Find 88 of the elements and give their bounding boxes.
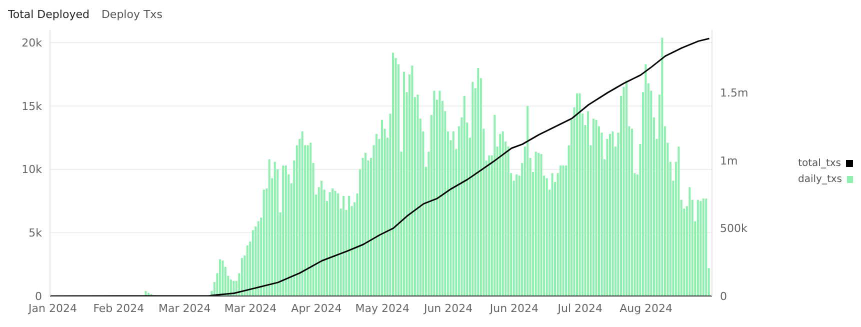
- bar: [551, 173, 554, 296]
- x-tick-label: Jun 2024: [488, 302, 539, 315]
- bar: [282, 166, 284, 296]
- bar: [477, 68, 480, 296]
- bar: [516, 174, 518, 296]
- bar: [257, 221, 260, 296]
- bar: [320, 180, 323, 296]
- bar: [364, 152, 367, 296]
- bar: [661, 38, 664, 296]
- bar: [222, 260, 224, 296]
- bar: [438, 90, 441, 296]
- bar: [472, 82, 474, 296]
- bar: [348, 196, 350, 296]
- bar: [301, 131, 304, 296]
- bar: [560, 166, 562, 296]
- bar: [540, 154, 542, 296]
- bar: [392, 52, 394, 296]
- bar: [595, 120, 598, 296]
- x-tick-label: Jun 2024: [422, 302, 473, 315]
- y-tick-label: 10k: [22, 163, 43, 176]
- bar: [700, 201, 702, 296]
- bar: [578, 93, 581, 296]
- bar: [411, 65, 414, 296]
- x-tick-label: Aug 2024: [620, 302, 673, 315]
- line-series: [50, 38, 710, 296]
- x-tick-label: Apr 2024: [291, 302, 342, 315]
- bar: [696, 200, 699, 296]
- bar: [452, 131, 454, 296]
- bar: [306, 145, 309, 296]
- bar: [342, 196, 345, 296]
- legend-label: total_txs: [798, 158, 841, 168]
- bar: [252, 230, 254, 296]
- bar: [612, 131, 614, 296]
- bar: [274, 162, 276, 296]
- x-tick-label: Feb 2024: [93, 302, 144, 315]
- chart-subtitle: Deploy Txs: [101, 8, 162, 21]
- bar: [402, 72, 405, 296]
- bar: [488, 155, 490, 296]
- bar: [246, 245, 248, 296]
- bar: [381, 120, 383, 296]
- y2-tick-label: 1.5m: [720, 86, 748, 100]
- bar: [310, 142, 312, 296]
- bar: [284, 166, 287, 296]
- bar: [268, 159, 270, 296]
- bar: [546, 178, 548, 296]
- bar: [678, 146, 680, 296]
- bar: [494, 114, 496, 296]
- y2-tick-label: 0: [720, 290, 727, 303]
- chart-title: Total Deployed: [8, 8, 90, 21]
- y-tick-label: 15k: [22, 100, 43, 113]
- x-tick-label: Mar 2024: [224, 302, 277, 315]
- bar: [240, 258, 243, 296]
- y-tick-label: 0: [35, 290, 42, 303]
- bar: [376, 134, 378, 296]
- bar: [534, 152, 537, 296]
- bar: [587, 111, 590, 296]
- bar: [644, 64, 647, 296]
- bar: [630, 128, 633, 296]
- bar: [688, 187, 691, 296]
- y-tick-label: 5k: [28, 226, 43, 240]
- legend-label: daily_txs: [798, 174, 842, 184]
- y-tick-label: 20k: [22, 36, 43, 50]
- bar: [502, 131, 504, 296]
- y2-tick-label: 1m: [720, 154, 738, 168]
- bar: [463, 96, 466, 296]
- y2-tick-label: 500k: [720, 222, 748, 236]
- bar: [562, 166, 564, 296]
- bar: [433, 90, 436, 296]
- x-tick-label: Mar 2024: [158, 302, 211, 315]
- bar: [608, 134, 611, 296]
- x-tick-label: May 2024: [355, 302, 410, 315]
- bar: [262, 190, 265, 296]
- bar: [526, 106, 529, 296]
- x-tick-label: Jan 2024: [28, 302, 77, 315]
- bar: [625, 80, 628, 296]
- bar: [592, 118, 595, 296]
- bar: [334, 190, 336, 296]
- bar: [705, 198, 708, 296]
- bar: [576, 93, 578, 296]
- bar: [702, 198, 704, 296]
- bar: [538, 152, 540, 296]
- bar: [328, 192, 331, 296]
- bar: [337, 193, 340, 296]
- bar: [499, 134, 502, 296]
- bar: [218, 259, 221, 296]
- bar: [416, 94, 419, 296]
- x-tick-label: Jul 2024: [556, 302, 603, 315]
- bar: [332, 188, 334, 296]
